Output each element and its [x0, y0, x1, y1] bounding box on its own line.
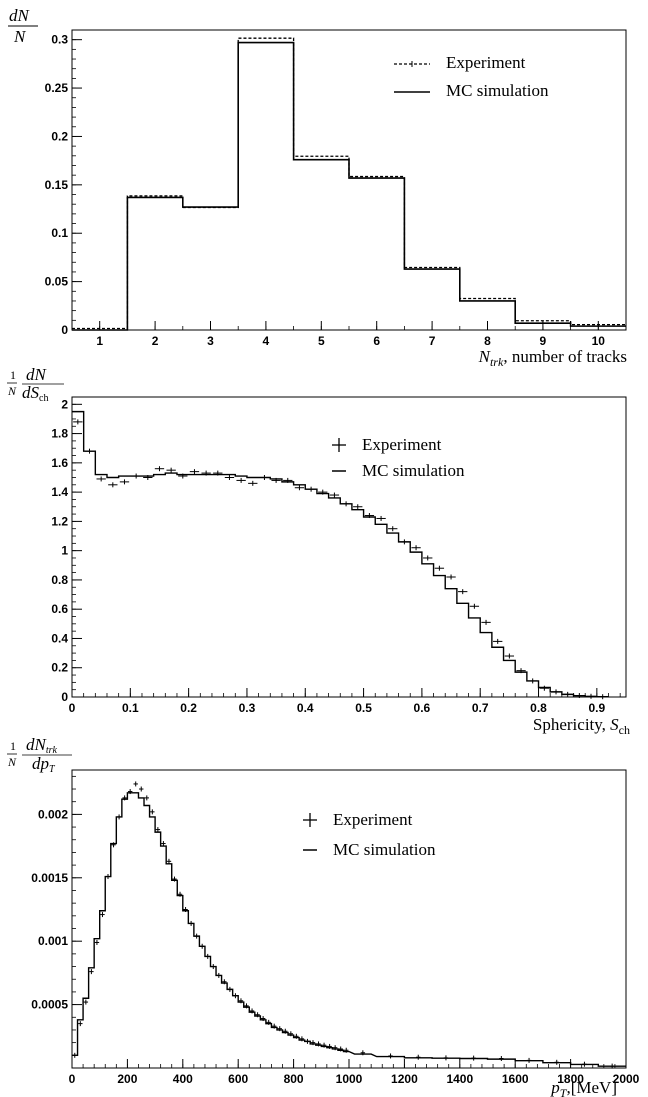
plot-frame	[71, 29, 627, 331]
y-tick-label: 1.6	[51, 456, 68, 470]
x-tick-label: 9	[540, 334, 547, 348]
x-tick-label: 10	[592, 334, 606, 348]
y-axis-label: dN N	[8, 6, 38, 46]
x-tick-label: 0	[69, 701, 76, 715]
x-tick-label: 4	[263, 334, 270, 348]
y-tick-label: 0.15	[45, 178, 69, 192]
y-tick-label: 0.2	[51, 129, 68, 143]
series-line-mc-simulation	[72, 792, 626, 1067]
x-tick-label: 2000	[613, 1072, 640, 1086]
y-tick-label: 0	[61, 690, 68, 704]
x-tick-label: 1000	[336, 1072, 363, 1086]
x-tick-label: 400	[173, 1072, 193, 1086]
plot-frame	[71, 396, 627, 698]
x-tick-label: 7	[429, 334, 436, 348]
y-tick-label: 1	[61, 544, 68, 558]
y-tick-label: 0.0015	[31, 871, 68, 885]
svg-text:N: N	[7, 384, 17, 398]
y-tick-label: 0.2	[51, 661, 68, 675]
x-tick-label: 0.1	[122, 701, 139, 715]
y-tick-label: 0.8	[51, 573, 68, 587]
x-tick-label: 600	[228, 1072, 248, 1086]
svg-text:N: N	[7, 755, 17, 769]
y-tick-label: 0.3	[51, 33, 68, 47]
chart-panel-sphericity: 1 N dN dSch Sphericity, Sch 0 0.1 0.2 0.3 0.…	[7, 365, 630, 737]
legend-label-experiment: Experiment	[333, 810, 413, 829]
chart-panel-transverse-momentum: 1 N dNtrk dpT pT,[MeV] 0 200 400 600 800 1000…	[7, 735, 640, 1097]
svg-text:Sphericity, Sch: Sphericity, Sch	[533, 715, 630, 737]
svg-text:Ntrk, number of tracks: Ntrk, number of tracks	[478, 347, 627, 369]
legend-label-experiment: Experiment	[446, 53, 526, 72]
svg-text:pT,[MeV]: pT,[MeV]	[550, 1078, 617, 1097]
y-tick-label: 0.0005	[31, 998, 68, 1012]
svg-text:1: 1	[10, 368, 16, 382]
x-tick-label: 1400	[446, 1072, 473, 1086]
y-tick-label: 0	[61, 323, 68, 337]
legend-label-experiment: Experiment	[362, 435, 442, 454]
x-tick-label: 0.2	[180, 701, 197, 715]
svg-text:dN: dN	[9, 6, 31, 25]
series-line-mc-simulation	[72, 41, 626, 331]
x-tick-label: 5	[318, 334, 325, 348]
x-tick-label: 0	[69, 1072, 76, 1086]
y-tick-label: 0.001	[38, 934, 68, 948]
legend-label-mc-simulation: MC simulation	[446, 81, 549, 100]
y-tick-label: 1.2	[51, 514, 68, 528]
svg-text:dpT: dpT	[32, 754, 56, 775]
x-tick-label: 1600	[502, 1072, 529, 1086]
svg-text:dSch: dSch	[22, 383, 48, 404]
y-tick-label: 0.002	[38, 807, 68, 821]
y-tick-label: 0.05	[45, 275, 69, 289]
x-tick-label: 8	[484, 334, 491, 348]
x-tick-label: 2	[152, 334, 159, 348]
x-tick-label: 0.6	[414, 701, 431, 715]
x-tick-label: 0.9	[588, 701, 605, 715]
legend-label-mc-simulation: MC simulation	[333, 840, 436, 859]
y-tick-label: 0.25	[45, 81, 69, 95]
y-tick-label: 1.4	[51, 485, 68, 499]
y-tick-label: 0.1	[51, 226, 68, 240]
x-tick-label: 1200	[391, 1072, 418, 1086]
x-tick-label: 800	[284, 1072, 304, 1086]
x-axis-label: pT,[MeV]	[550, 1078, 617, 1097]
svg-text:dN: dN	[26, 365, 48, 384]
y-tick-label: 2	[61, 397, 68, 411]
svg-text:N: N	[13, 27, 27, 46]
x-axis-label: Ntrk, number of tracks	[478, 347, 627, 369]
x-tick-label: 0.3	[239, 701, 256, 715]
y-axis-label: 1 N dNtrk dpT	[7, 735, 72, 775]
chart-panel-track-multiplicity: dN N Ntrk, number of tracks 1 2 3 4 5 6 7 8 9 10 0…	[8, 6, 627, 369]
x-axis-label: Sphericity, Sch	[533, 715, 630, 737]
x-tick-label: 0.5	[355, 701, 372, 715]
x-tick-label: 3	[207, 334, 214, 348]
series-line-mc-simulation	[72, 410, 609, 698]
y-tick-label: 1.8	[51, 427, 68, 441]
x-tick-label: 0.7	[472, 701, 489, 715]
y-tick-label: 0.4	[51, 631, 68, 645]
y-tick-label: 0.6	[51, 602, 68, 616]
y-axis-label: 1 N dN dSch	[7, 365, 64, 404]
x-tick-label: 6	[373, 334, 380, 348]
legend-label-mc-simulation: MC simulation	[362, 461, 465, 480]
x-tick-label: 0.8	[530, 701, 547, 715]
x-tick-label: 1800	[557, 1072, 584, 1086]
x-tick-label: 1	[96, 334, 103, 348]
x-tick-label: 200	[117, 1072, 137, 1086]
x-tick-label: 0.4	[297, 701, 314, 715]
svg-text:dNtrk: dNtrk	[26, 735, 58, 756]
svg-text:1: 1	[10, 739, 16, 753]
